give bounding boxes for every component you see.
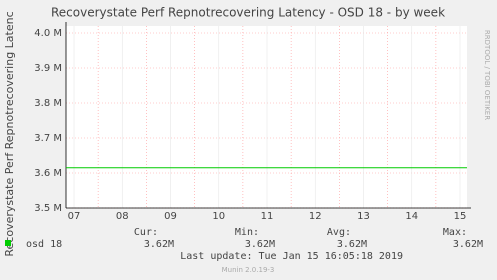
legend-swatch [5,240,11,246]
plot-area [66,26,467,208]
x-tick-label: 14 [405,211,418,222]
y-tick-label: 3.7 M [34,133,62,144]
stat-label: Avg: [327,227,351,238]
x-tick-label: 07 [68,211,81,222]
stat-value: 3.62M [245,239,275,250]
x-tick-label: 12 [309,211,322,222]
y-tick-label: 3.9 M [34,63,62,74]
y-tick-label: 3.8 M [34,98,62,109]
y-tick-label: 3.5 M [34,203,62,214]
stat-value: 3.62M [453,239,483,250]
x-tick-label: 11 [261,211,274,222]
stat-label: Min: [235,227,259,238]
y-axis-label: Recoverystate Perf Repnotrecovering Late… [3,11,16,256]
stat-value: 3.62M [144,239,174,250]
chart-title: Recoverystate Perf Repnotrecovering Late… [51,6,445,20]
x-tick-label: 10 [212,211,225,222]
stat-label: Cur: [134,227,158,238]
x-tick-label: 08 [116,211,129,222]
y-tick-label: 4.0 M [34,28,62,39]
legend-label: osd 18 [26,239,62,250]
stat-value: 3.62M [337,239,367,250]
stat-label: Max: [443,227,467,238]
x-tick-label: 15 [454,211,467,222]
footer: Munin 2.0.19-3 [222,266,275,274]
side-text: RRDTOOL / TOBI OETIKER [483,30,491,120]
last-update: Last update: Tue Jan 15 16:05:18 2019 [180,251,403,262]
y-tick-label: 3.6 M [34,168,62,179]
x-tick-label: 09 [164,211,177,222]
x-tick-label: 13 [357,211,370,222]
